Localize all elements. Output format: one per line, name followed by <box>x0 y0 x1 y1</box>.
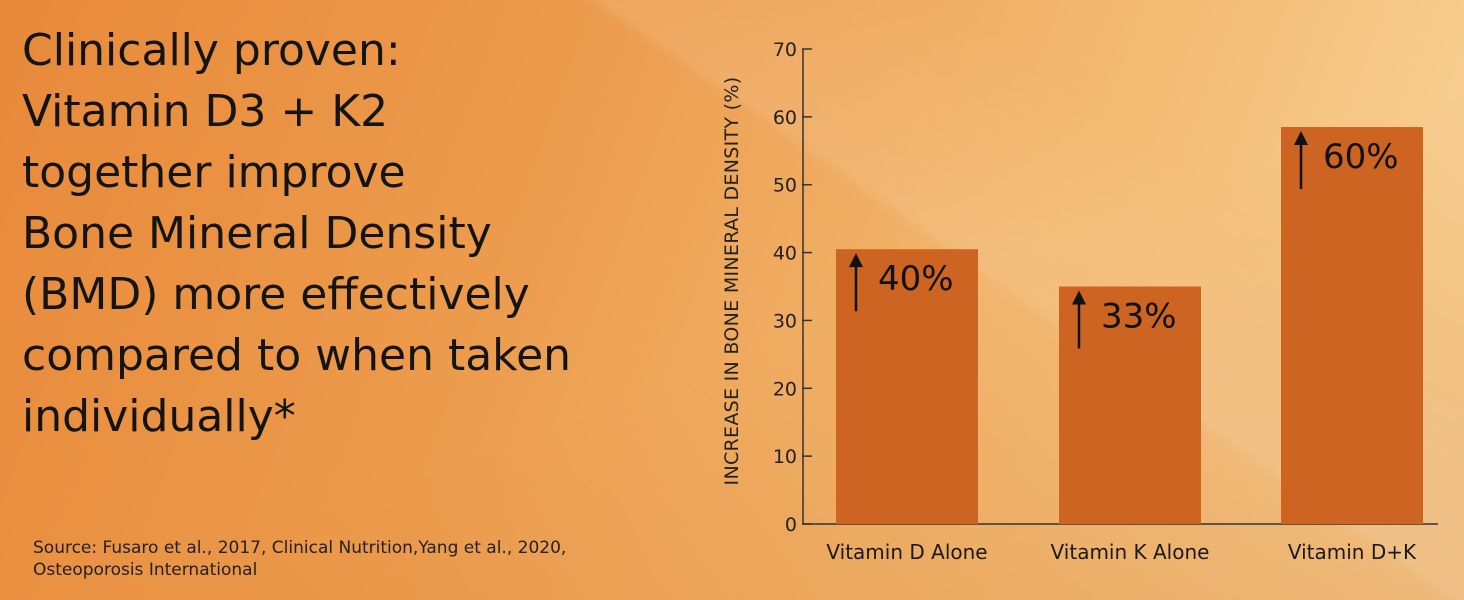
x-category-label: Vitamin K Alone <box>1051 540 1210 564</box>
y-tick-label: 40 <box>773 243 797 265</box>
y-tick-label: 0 <box>785 514 797 536</box>
source-citation: Source: Fusaro et al., 2017, Clinical Nu… <box>33 538 567 580</box>
up-arrow-icon <box>849 253 863 312</box>
up-arrow-head <box>849 253 863 268</box>
data-labels: 40% 33% 60% <box>849 131 1399 349</box>
bar <box>1059 286 1201 524</box>
x-category-label: Vitamin D+K <box>1288 540 1417 564</box>
y-tick-label: 10 <box>773 446 797 468</box>
y-tick-label: 30 <box>773 310 797 332</box>
bars <box>836 127 1423 525</box>
up-arrow-icon <box>1072 290 1086 349</box>
x-category-label: Vitamin D Alone <box>826 540 987 564</box>
headline: Clinically proven: Vitamin D3 + K2 toget… <box>22 25 572 442</box>
up-arrow-icon <box>1294 131 1308 190</box>
bar <box>1281 127 1423 525</box>
bar-value-label: 33% <box>1101 297 1177 337</box>
bar <box>836 249 978 524</box>
up-arrow-head <box>1072 290 1086 305</box>
y-tick-label: 20 <box>773 378 797 400</box>
x-axis: Vitamin D Alone Vitamin K Alone Vitamin D+… <box>803 523 1438 564</box>
up-arrow-head <box>1294 131 1308 146</box>
bar-value-label: 40% <box>878 259 954 299</box>
y-axis: 0 10 20 30 40 50 60 70 <box>773 39 812 536</box>
y-tick-label: 50 <box>773 175 797 197</box>
bar-value-label: 60% <box>1323 137 1399 177</box>
y-tick-label: 70 <box>773 39 797 61</box>
y-axis-title: INCREASE IN BONE MINERAL DENSITY (%) <box>721 77 743 486</box>
bmd-bar-chart: INCREASE IN BONE MINERAL DENSITY (%) 0 10… <box>721 39 1438 564</box>
y-tick-label: 60 <box>773 107 797 129</box>
